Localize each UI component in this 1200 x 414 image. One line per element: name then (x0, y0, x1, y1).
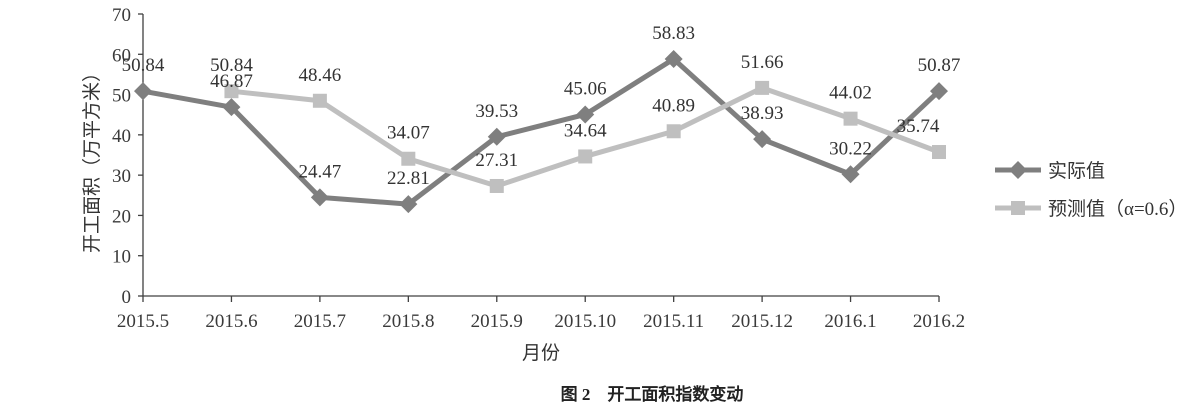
actual-point (930, 82, 948, 101)
y-tick-label: 30 (112, 166, 131, 187)
legend-marker (1009, 161, 1027, 179)
forecast-point (401, 151, 416, 166)
y-axis-title: 开工面积（万平方米） (81, 63, 103, 253)
actual-data-label: 46.87 (210, 71, 253, 92)
legend-label-actual: 实际值 (1048, 160, 1105, 182)
forecast-data-label: 44.02 (829, 83, 872, 104)
plot-series (134, 49, 948, 214)
x-tick-label: 2015.8 (382, 311, 434, 332)
forecast-point (224, 84, 239, 99)
actual-point (134, 82, 152, 101)
y-tick-label: 10 (112, 247, 131, 268)
forecast-point (312, 93, 327, 108)
forecast-point (755, 80, 770, 95)
x-tick-label: 2015.6 (205, 311, 257, 332)
y-axis-ticks: 0 10 20 30 40 50 60 70 (112, 5, 143, 308)
actual-data-label: 38.93 (741, 103, 784, 124)
forecast-data-label: 50.84 (210, 55, 253, 76)
x-tick-label: 2016.2 (913, 311, 965, 332)
legend-item-actual: 实际值 (995, 160, 1105, 182)
actual-point (576, 105, 595, 124)
x-axis-title: 月份 (522, 342, 560, 364)
y-tick-label: 60 (112, 45, 131, 66)
y-tick-label: 0 (122, 287, 132, 308)
y-tick-label: 50 (112, 86, 131, 107)
actual-point (487, 127, 506, 146)
actual-data-label: 50.87 (918, 55, 961, 76)
legend-marker (1011, 201, 1025, 215)
axes (142, 14, 939, 297)
x-tick-label: 2015.7 (294, 311, 346, 332)
forecast-data-label: 51.66 (741, 52, 784, 73)
actual-series (134, 49, 948, 214)
x-tick-label: 2015.9 (471, 311, 523, 332)
forecast-data-label: 34.07 (387, 123, 430, 144)
actual-data-label: 39.53 (475, 101, 518, 122)
forecast-data-label: 27.31 (475, 150, 518, 171)
forecast-data-label: 40.89 (652, 95, 695, 116)
legend-label-forecast: 预测值（α=0.6） (1048, 198, 1187, 220)
actual-data-label: 58.83 (652, 23, 695, 44)
x-tick-label: 2015.10 (554, 311, 616, 332)
x-tick-label: 2015.5 (117, 311, 169, 332)
forecast-data-label: 35.74 (897, 116, 940, 137)
actual-data-label: 30.22 (829, 138, 872, 159)
x-axis-ticks: 2015.5 2015.6 2015.7 2015.8 2015.9 2015.10 201… (117, 296, 965, 332)
forecast-data-label: 34.64 (564, 120, 607, 141)
x-tick-label: 2015.11 (643, 311, 704, 332)
forecast-point (843, 111, 858, 126)
actual-line (142, 56, 941, 207)
forecast-data-label: 48.46 (299, 65, 342, 86)
actual-point (664, 49, 683, 68)
x-tick-label: 2016.1 (824, 311, 876, 332)
legend-swatch-actual (995, 161, 1041, 179)
actual-data-label: 24.47 (299, 161, 342, 182)
y-tick-label: 70 (112, 5, 131, 26)
actual-point (310, 188, 329, 207)
y-tick-label: 20 (112, 206, 131, 227)
actual-point (753, 130, 772, 149)
legend-item-forecast: 预测值（α=0.6） (995, 198, 1187, 220)
forecast-point (666, 124, 681, 139)
forecast-point (489, 178, 504, 193)
x-tick-label: 2015.12 (731, 311, 793, 332)
actual-data-label: 45.06 (564, 78, 607, 99)
forecast-point (578, 149, 593, 164)
actual-data-label: 22.81 (387, 168, 430, 189)
actual-point (222, 98, 241, 117)
legend-swatch-forecast (995, 201, 1041, 215)
forecast-series (224, 80, 946, 193)
actual-data-label: 50.84 (122, 55, 165, 76)
forecast-point (932, 145, 946, 160)
actual-point (841, 165, 860, 184)
y-tick-label: 40 (112, 126, 131, 147)
figure-caption: 图 2 开工面积指数变动 (561, 384, 744, 404)
actual-point (399, 195, 418, 214)
legend: 实际值 预测值（α=0.6） (995, 160, 1187, 220)
